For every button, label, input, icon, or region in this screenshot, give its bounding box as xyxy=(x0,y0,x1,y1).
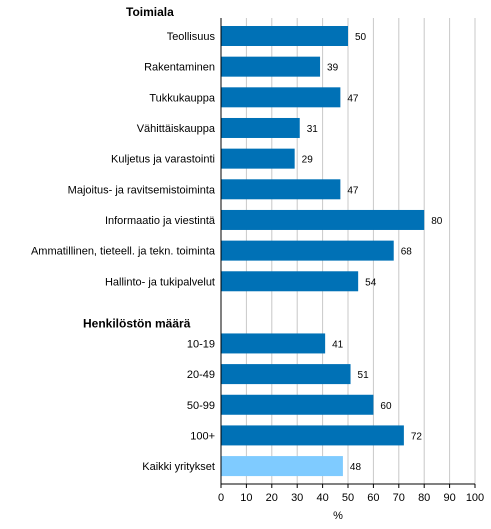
bar xyxy=(221,87,341,108)
value-label: 50 xyxy=(355,32,367,43)
value-label: 72 xyxy=(411,431,423,442)
value-label: 80 xyxy=(431,216,443,227)
x-tick-label: 30 xyxy=(291,492,303,504)
bar xyxy=(221,333,326,354)
bar xyxy=(221,240,394,261)
value-label: 68 xyxy=(401,247,413,258)
value-label: 54 xyxy=(365,277,377,288)
category-label: Vähittäiskauppa xyxy=(137,123,216,135)
value-label: 31 xyxy=(307,124,319,135)
category-labels: Toimiala Teollisuus Rakentaminen Tukkukaupp… xyxy=(31,5,216,473)
category-label: Kuljetus ja varastointi xyxy=(111,154,215,166)
bar xyxy=(221,394,374,415)
category-label: Majoitus- ja ravitsemistoiminta xyxy=(68,184,216,196)
bar xyxy=(221,364,351,385)
category-label: 10-19 xyxy=(187,338,215,350)
bar xyxy=(221,117,300,138)
value-label: 47 xyxy=(347,185,359,196)
x-tick-label: 50 xyxy=(342,492,354,504)
value-label: 29 xyxy=(302,155,314,166)
bar xyxy=(221,179,341,200)
x-tick-label: 70 xyxy=(393,492,405,504)
section-heading: Henkilöstön määrä xyxy=(83,316,191,330)
bar xyxy=(221,271,359,292)
bar xyxy=(221,26,348,46)
category-label: Hallinto- ja tukipalvelut xyxy=(105,276,215,288)
value-label: 48 xyxy=(350,462,362,473)
x-tick-label: 90 xyxy=(443,492,455,504)
x-tick-label: 80 xyxy=(418,492,430,504)
value-label: 39 xyxy=(327,63,339,74)
bar xyxy=(221,56,321,77)
category-label: Teollisuus xyxy=(167,31,216,43)
value-label: 51 xyxy=(358,370,370,381)
category-label: Informaatio ja viestintä xyxy=(105,215,216,227)
x-tick-label: 100 xyxy=(466,492,484,504)
bar xyxy=(221,209,425,230)
bars: 50 39 47 31 29 47 80 68 54 41 51 60 72 48 xyxy=(221,26,443,477)
category-label: 100+ xyxy=(190,430,215,442)
category-label: 50-99 xyxy=(187,400,215,412)
bar xyxy=(221,148,295,169)
value-label: 47 xyxy=(347,93,359,104)
x-axis: 0 10 20 30 40 50 60 70 80 90 100 xyxy=(218,18,484,504)
x-tick-label: 0 xyxy=(218,492,224,504)
category-label: Rakentaminen xyxy=(144,62,215,74)
category-label: Kaikki yritykset xyxy=(142,461,215,473)
section-heading: Toimiala xyxy=(126,5,174,19)
axis-unit-label: % xyxy=(333,510,343,522)
bar xyxy=(221,425,404,446)
category-label: 20-49 xyxy=(187,369,215,381)
value-label: 41 xyxy=(332,339,344,350)
bar xyxy=(221,456,343,477)
x-tick-label: 60 xyxy=(367,492,379,504)
category-label: Ammatillinen, tieteell. ja tekn. toimint… xyxy=(31,246,216,258)
x-tick-label: 20 xyxy=(266,492,278,504)
value-label: 60 xyxy=(380,401,392,412)
x-tick-label: 40 xyxy=(316,492,328,504)
x-tick-label: 10 xyxy=(240,492,252,504)
category-label: Tukkukauppa xyxy=(149,92,216,104)
